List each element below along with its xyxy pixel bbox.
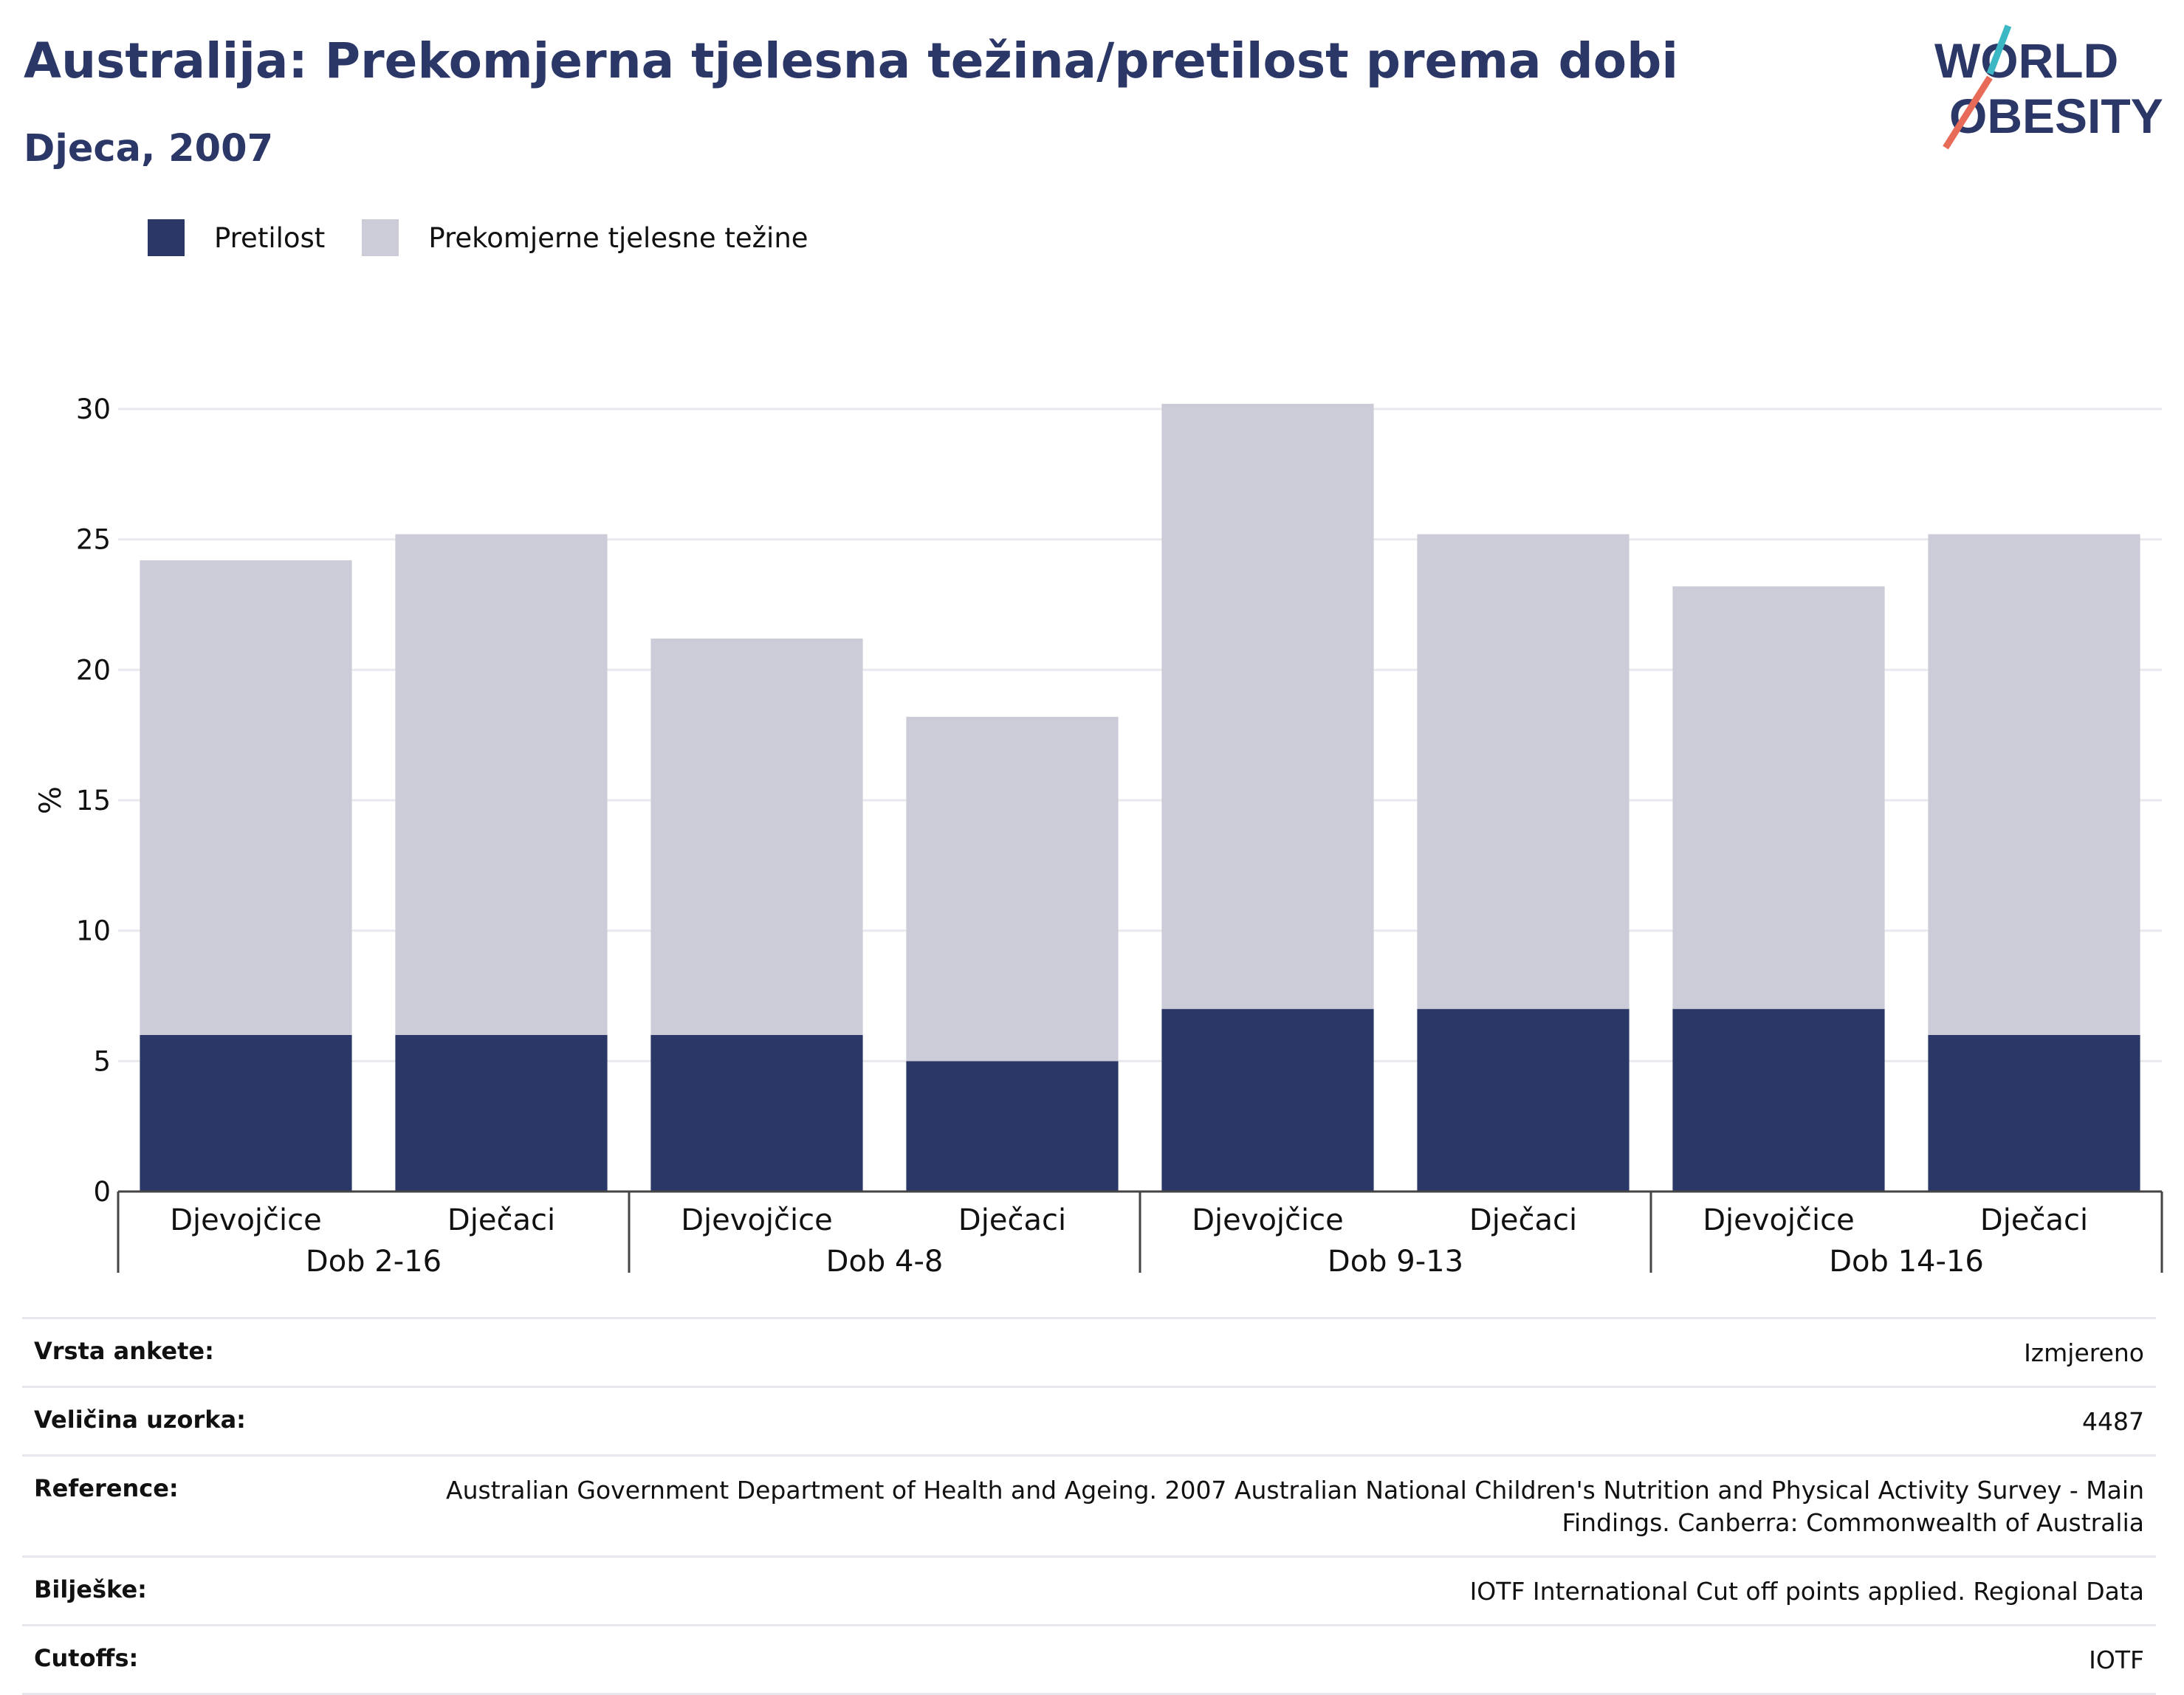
logo-teal-stroke bbox=[1986, 24, 2012, 75]
info-label: Veličina uzorka: bbox=[34, 1406, 246, 1434]
bar-overweight bbox=[650, 638, 863, 1035]
info-value: 4487 bbox=[2082, 1407, 2144, 1436]
bar-obesity bbox=[650, 1035, 863, 1192]
info-row: Bilješke: IOTF International Cut off poin… bbox=[22, 1555, 2156, 1624]
survey-info-table: Vrsta ankete: Izmjereno Veličina uzorka: 44… bbox=[22, 1317, 2156, 1695]
x-category-label: Djevojčice bbox=[681, 1203, 833, 1237]
info-row: Veličina uzorka: 4487 bbox=[22, 1386, 2156, 1454]
bar-obesity bbox=[140, 1035, 352, 1192]
info-label: Cutoffs: bbox=[34, 1644, 139, 1672]
x-category-label: Djevojčice bbox=[1192, 1203, 1344, 1237]
x-group-label: Dob 4-8 bbox=[826, 1245, 944, 1279]
info-row: Reference: Australian Government Departme… bbox=[22, 1454, 2156, 1555]
x-category-label: Dječaci bbox=[447, 1203, 555, 1237]
x-category-label: Dječaci bbox=[1469, 1203, 1577, 1237]
y-tick-label: 10 bbox=[76, 915, 111, 947]
x-group-label: Dob 2-16 bbox=[306, 1245, 442, 1279]
bar-overweight bbox=[906, 716, 1119, 1062]
y-tick-label: 20 bbox=[76, 654, 111, 686]
bar-overweight bbox=[1672, 586, 1885, 1009]
info-row: Cutoffs: IOTF bbox=[22, 1624, 2156, 1695]
logo-coral-stroke bbox=[1943, 75, 1993, 150]
legend-label-overweight: Prekomjerne tjelesne težine bbox=[428, 221, 808, 254]
bar-chart: 0 5 10 15 20 25 30% Djevojčice Dječaci Djevojčice… bbox=[34, 393, 2163, 1279]
logo-text-obesity: OBESITY bbox=[1949, 89, 2163, 143]
info-label: Bilješke: bbox=[34, 1575, 147, 1603]
legend-swatch-overweight bbox=[362, 219, 399, 256]
y-tick-label: 25 bbox=[76, 524, 111, 556]
x-group-label: Dob 14-16 bbox=[1829, 1245, 1984, 1279]
bar-obesity bbox=[1417, 1008, 1630, 1192]
x-category-label: Dječaci bbox=[1980, 1203, 2088, 1237]
bar-overweight bbox=[395, 534, 608, 1035]
logo-text-world: WORLD bbox=[1934, 33, 2118, 88]
y-axis-label: % bbox=[34, 786, 68, 814]
y-tick-label: 0 bbox=[93, 1176, 111, 1208]
info-value: Australian Government Department of Heal… bbox=[446, 1476, 2144, 1537]
bar-obesity bbox=[1672, 1008, 1885, 1192]
world-obesity-logo: WORLD OBESITY bbox=[1934, 24, 2163, 150]
y-tick-label: 30 bbox=[76, 393, 111, 425]
bar-obesity bbox=[395, 1035, 608, 1192]
bar-overweight bbox=[1417, 534, 1630, 1009]
info-label: Vrsta ankete: bbox=[34, 1337, 214, 1365]
legend-label-obesity: Pretilost bbox=[214, 221, 326, 254]
bar-overweight bbox=[1928, 534, 2140, 1035]
info-value: IOTF bbox=[2089, 1646, 2144, 1674]
chart-title: Australija: Prekomjerna tjelesna težina/… bbox=[24, 32, 1679, 89]
info-value: Izmjereno bbox=[2024, 1338, 2144, 1367]
y-tick-label: 5 bbox=[93, 1045, 111, 1077]
x-category-label: Djevojčice bbox=[170, 1203, 322, 1237]
x-category-label: Djevojčice bbox=[1703, 1203, 1855, 1237]
info-row: Vrsta ankete: Izmjereno bbox=[22, 1317, 2156, 1386]
legend-item-overweight[interactable]: Prekomjerne tjelesne težine bbox=[362, 219, 808, 256]
info-label: Reference: bbox=[34, 1474, 179, 1502]
chart-subtitle: Djeca, 2007 bbox=[24, 127, 274, 171]
info-value: IOTF International Cut off points applie… bbox=[1469, 1577, 2144, 1606]
bar-overweight bbox=[140, 560, 352, 1035]
chart-legend: Pretilost Prekomjerne tjelesne težine bbox=[148, 217, 845, 258]
x-group-label: Dob 9-13 bbox=[1328, 1245, 1463, 1279]
bar-obesity bbox=[1161, 1008, 1374, 1192]
bar-obesity bbox=[906, 1061, 1119, 1192]
legend-item-obesity[interactable]: Pretilost bbox=[148, 219, 325, 256]
x-category-label: Dječaci bbox=[958, 1203, 1066, 1237]
bar-overweight bbox=[1161, 403, 1374, 1009]
bar-obesity bbox=[1928, 1035, 2140, 1192]
y-tick-label: 15 bbox=[76, 785, 111, 816]
legend-swatch-obesity bbox=[148, 219, 185, 256]
